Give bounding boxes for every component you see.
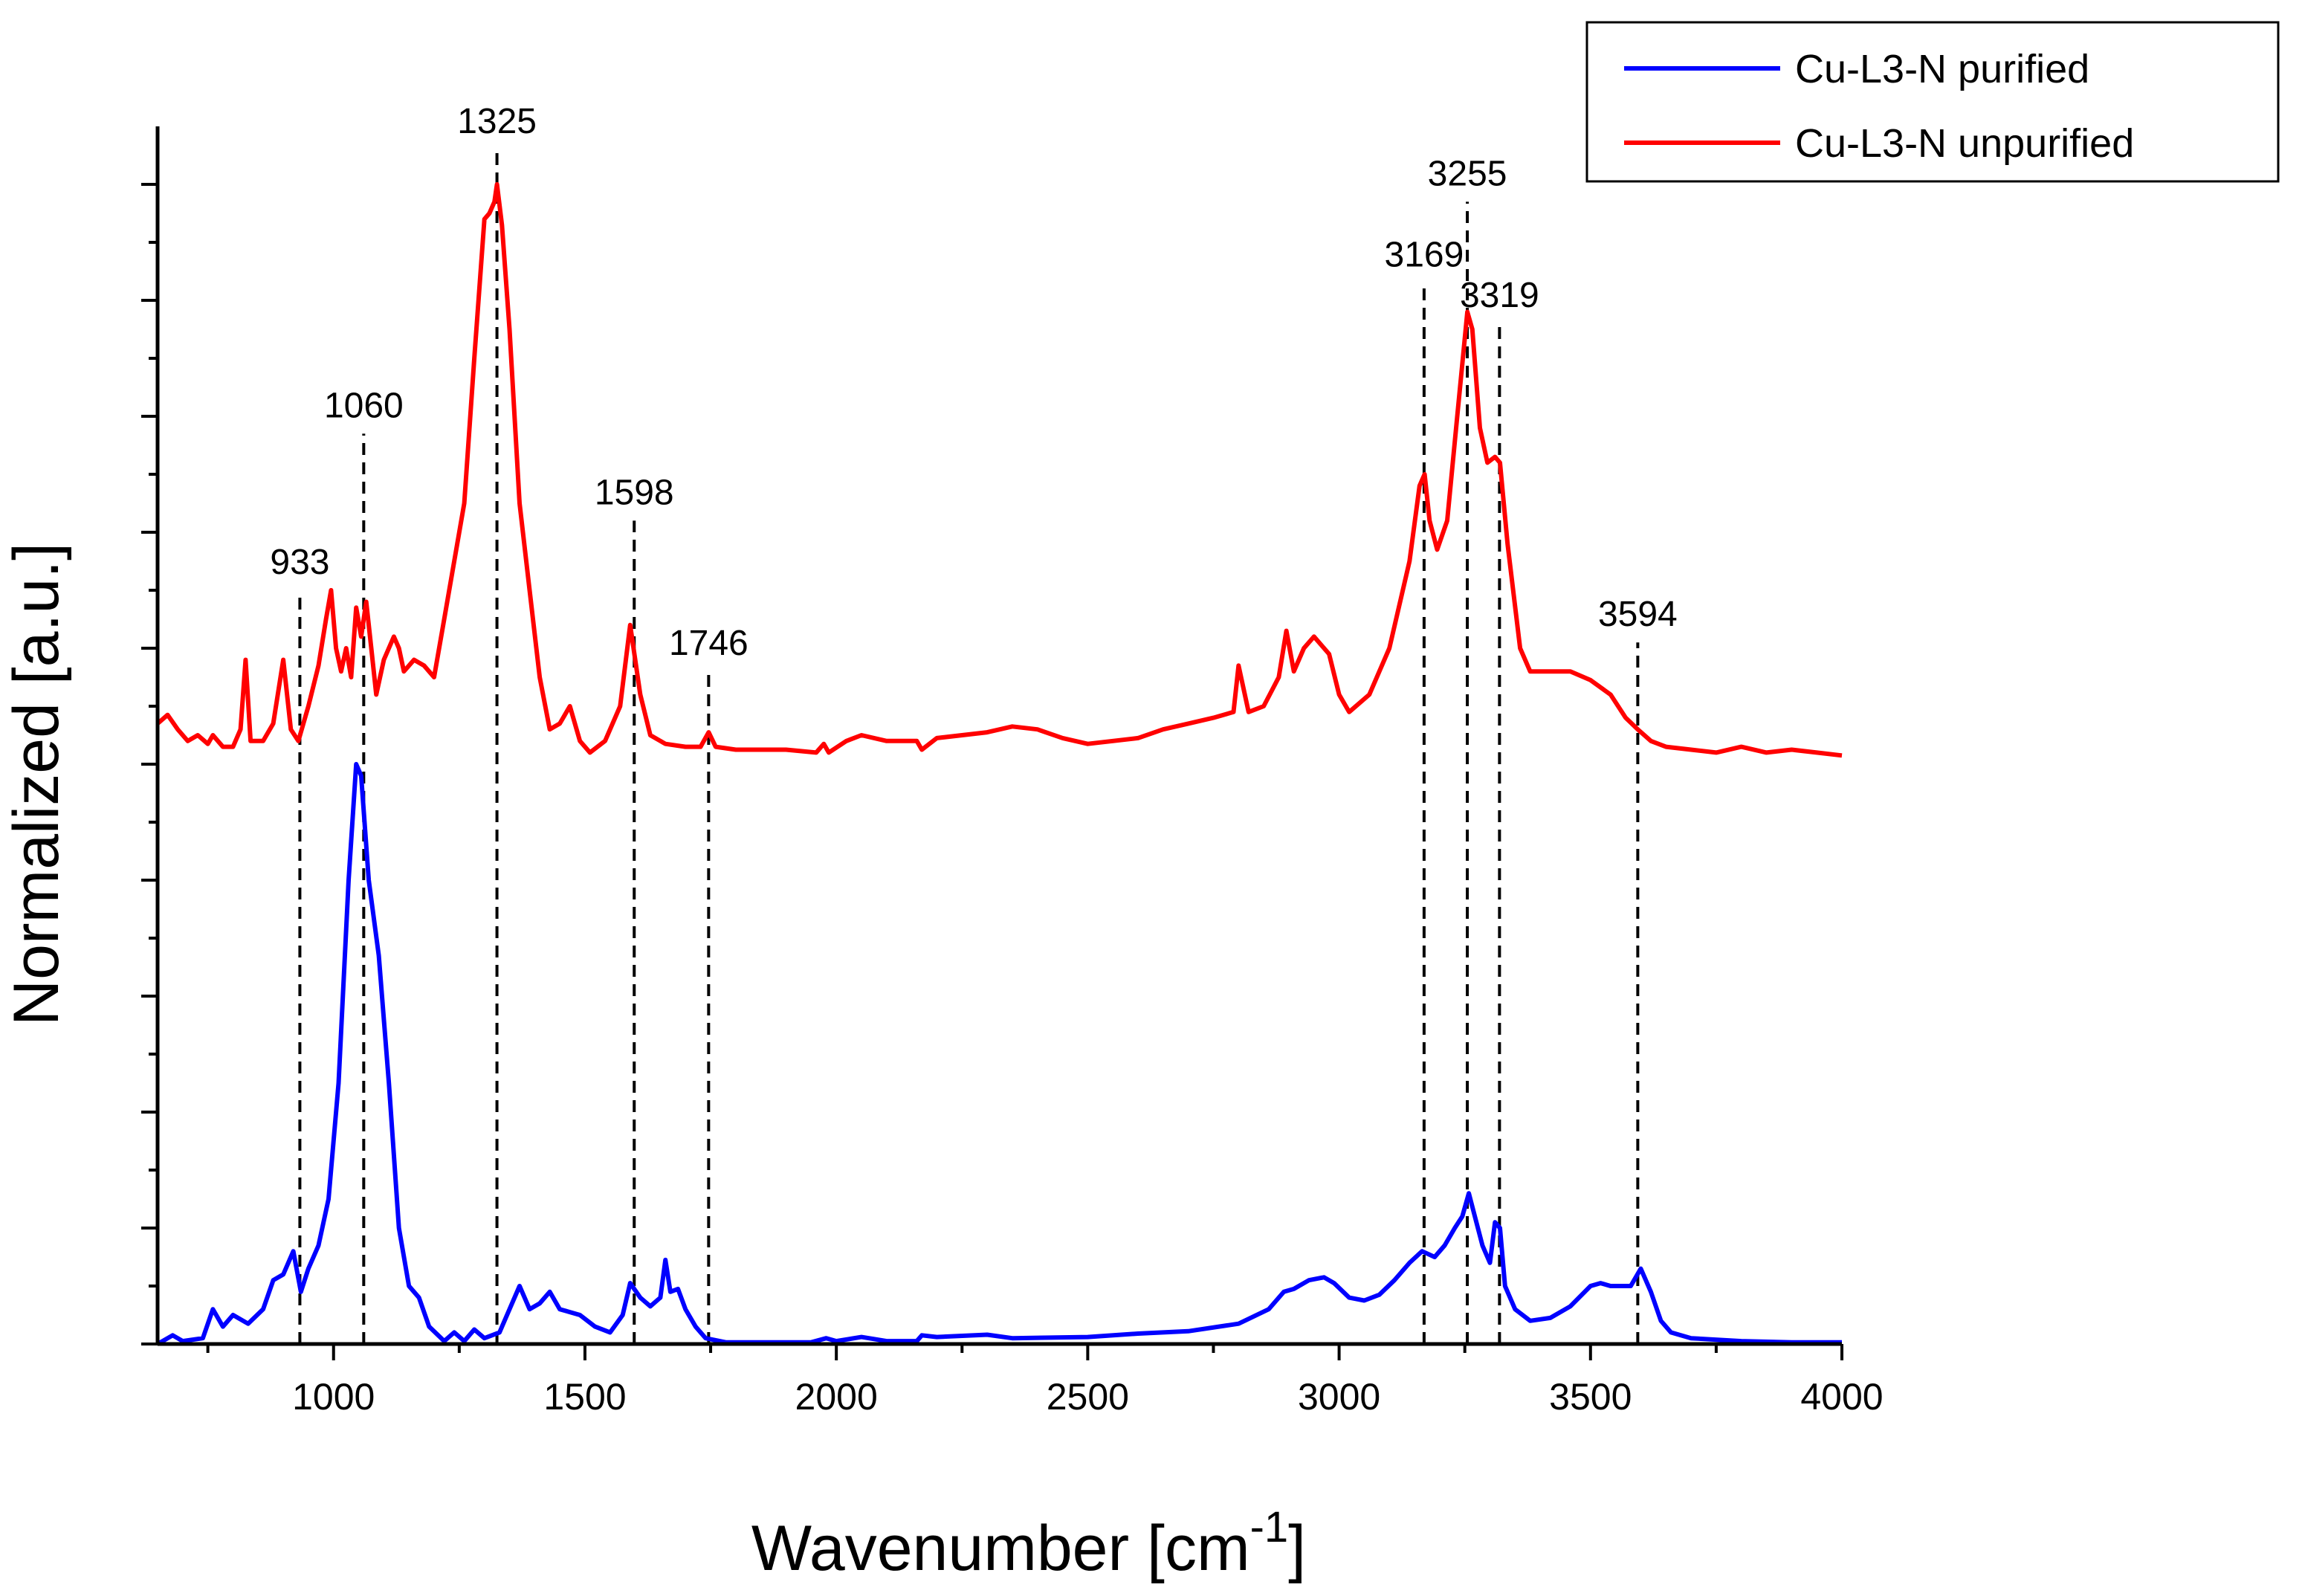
- x-tick-label: 1500: [543, 1376, 626, 1418]
- x-tick-label: 3000: [1298, 1376, 1380, 1418]
- peak-annotations: 933 1060 1325 1598 1746 3169 3255 3319 3594: [270, 102, 1678, 1344]
- peak-label: 1598: [595, 473, 674, 512]
- x-tick-label: 2000: [795, 1376, 878, 1418]
- legend-box: [1585, 21, 2280, 183]
- series-lines: [156, 182, 1843, 1346]
- x-tick-label: 3500: [1549, 1376, 1632, 1418]
- y-axis-title: Normalized [a.u.]: [1, 543, 72, 1026]
- x-axis-title-suffix: ]: [1288, 1513, 1306, 1584]
- peak-label: 3255: [1428, 154, 1507, 193]
- peak-label: 1325: [457, 102, 537, 141]
- peak-label: 3169: [1385, 236, 1464, 275]
- x-axis-title-main: Wavenumber [cm: [751, 1513, 1250, 1584]
- legend-label-unpurified: Cu-L3-N unpurified: [1795, 121, 2134, 166]
- x-tick-label: 2500: [1047, 1376, 1129, 1418]
- series-line-unpurified: [156, 182, 1843, 758]
- peak-label: 933: [270, 543, 329, 582]
- x-axis-title-superscript: -1: [1250, 1503, 1289, 1551]
- axes: [155, 126, 1842, 1346]
- legend-label-purified: Cu-L3-N purified: [1795, 47, 2089, 91]
- x-tick-label: 4000: [1800, 1376, 1883, 1418]
- series-line-purified: [156, 762, 1842, 1346]
- legend: Cu-L3-N purified Cu-L3-N unpurified: [1585, 21, 2280, 183]
- x-tick-label: 1000: [292, 1376, 375, 1418]
- peak-label: 1746: [669, 624, 749, 663]
- tick-marks: 1000 1500 2000 2500 3000 3500 4000: [141, 183, 1884, 1418]
- peak-label: 3594: [1598, 595, 1678, 634]
- peak-label: 1060: [324, 386, 404, 425]
- peak-label: 3319: [1460, 276, 1539, 315]
- x-axis-title: Wavenumber [cm-1]: [751, 1503, 1306, 1584]
